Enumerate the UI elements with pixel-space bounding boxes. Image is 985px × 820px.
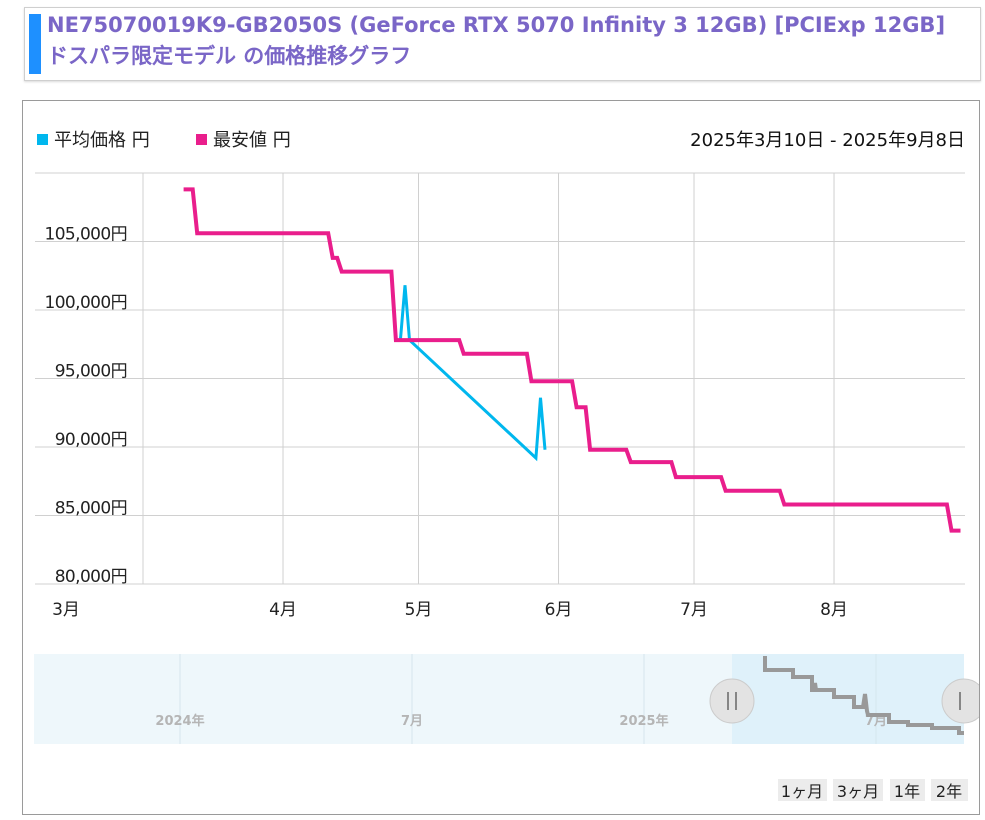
x-tick-label: 7月 [680,600,708,620]
period-button-1-month[interactable]: 1ヶ月 [778,779,827,801]
navigator-right-handle[interactable] [941,678,979,724]
legend-min-marker [196,134,207,145]
period-button-3-months[interactable]: 3ヶ月 [833,779,883,801]
y-axis-labels: 80,000円 85,000円 90,000円 95,000円 100,000円 105,… [45,225,128,588]
navigator-label: 7月 [865,714,887,729]
series-lines [183,187,961,533]
navigator-label: 7月 [401,714,423,729]
x-tick-label: 8月 [820,600,848,620]
horizontal-gridlines [35,172,965,585]
date-range: 2025年3月10日 - 2025年9月8日 [690,130,965,151]
title-box: NE75070019K9-GB2050S (GeForce RTX 5070 I… [24,7,981,81]
navigator[interactable]: 2024年 7月 2025年 7月 [34,654,979,744]
y-tick-label: 105,000円 [45,225,128,245]
page-title: NE75070019K9-GB2050S (GeForce RTX 5070 I… [47,13,946,68]
navigator-left-handle[interactable] [709,678,755,724]
avg-price-line [398,285,547,462]
x-tick-label: 4月 [269,600,297,620]
period-button-1-year[interactable]: 1年 [890,779,925,801]
period-button-label: 1ヶ月 [781,782,823,801]
x-tick-label: 5月 [405,600,433,620]
period-button-label: 2年 [936,782,962,801]
period-button-label: 1年 [894,782,920,801]
navigator-series-line [763,656,964,735]
price-chart-svg: 平均価格 円 最安値 円 2025年3月10日 - 2025年9月8日 80,0… [34,130,979,801]
period-button-2-years[interactable]: 2年 [931,779,968,801]
y-tick-label: 80,000円 [55,567,127,587]
x-axis-labels: 3月 4月 5月 6月 7月 8月 [52,600,848,620]
period-buttons: 1ヶ月 3ヶ月 1年 2年 [778,779,968,801]
legend-avg-marker [37,134,48,145]
y-tick-label: 100,000円 [45,293,128,313]
y-tick-label: 85,000円 [55,499,127,519]
legend-avg-label: 平均価格 円 [54,130,150,151]
vertical-gridlines [142,173,835,584]
x-tick-label: 3月 [52,600,80,620]
navigator-label: 2024年 [155,713,204,729]
x-tick-label: 6月 [545,600,573,620]
y-tick-label: 90,000円 [55,430,127,450]
navigator-label: 2025年 [619,713,668,729]
legend: 平均価格 円 最安値 円 [37,130,291,151]
min-price-line [183,187,961,533]
title-accent-bar [29,14,41,74]
y-tick-label: 95,000円 [55,362,127,382]
legend-min-label: 最安値 円 [213,130,291,151]
price-chart: 平均価格 円 最安値 円 2025年3月10日 - 2025年9月8日 80,0… [22,100,980,815]
period-button-label: 3ヶ月 [837,782,879,801]
